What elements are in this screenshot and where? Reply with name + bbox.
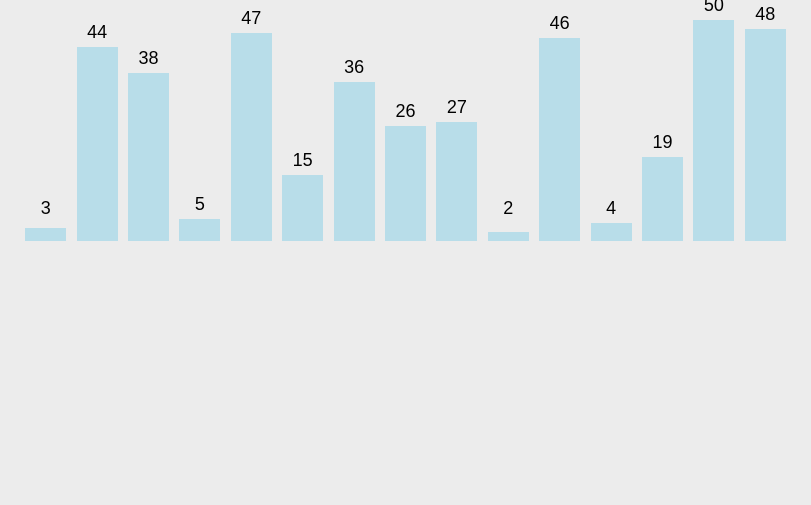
bar-slot: 15: [277, 20, 328, 241]
bar-slot: 47: [226, 20, 277, 241]
bar-slot: 38: [123, 20, 174, 241]
bar: [385, 126, 426, 241]
bar-value-label: 38: [123, 48, 174, 69]
chart-canvas: 34438547153626272464195048: [0, 0, 811, 505]
bar: [693, 20, 734, 241]
bar-value-label: 3: [20, 198, 71, 219]
bar-slot: 46: [534, 20, 585, 241]
bar-value-label: 27: [431, 97, 482, 118]
bar-value-label: 36: [328, 57, 379, 78]
bar-slot: 27: [431, 20, 482, 241]
bar-slot: 19: [637, 20, 688, 241]
bar: [77, 47, 118, 241]
bar-value-label: 44: [71, 22, 122, 43]
bar: [642, 157, 683, 241]
bar-slot: 26: [380, 20, 431, 241]
bar-slot: 3: [20, 20, 71, 241]
bar-value-label: 26: [380, 101, 431, 122]
bar-value-label: 4: [585, 198, 636, 219]
bar: [436, 122, 477, 241]
bar-slot: 50: [688, 20, 739, 241]
bar-slot: 5: [174, 20, 225, 241]
bar: [282, 175, 323, 241]
bar: [488, 232, 529, 241]
bar: [539, 38, 580, 241]
bar-value-label: 15: [277, 150, 328, 171]
bar-value-label: 48: [740, 4, 791, 25]
bar-value-label: 50: [688, 0, 739, 16]
bar-slot: 48: [740, 20, 791, 241]
bar: [231, 33, 272, 241]
bar: [179, 219, 220, 241]
bar-slot: 44: [71, 20, 122, 241]
bar: [128, 73, 169, 241]
bar-value-label: 5: [174, 194, 225, 215]
bar-value-label: 19: [637, 132, 688, 153]
bar: [591, 223, 632, 241]
bar: [25, 228, 66, 241]
bar-slot: 36: [328, 20, 379, 241]
bar-value-label: 47: [226, 8, 277, 29]
bar-value-label: 2: [483, 198, 534, 219]
bar-slot: 2: [483, 20, 534, 241]
bar-chart: 3 4438 54715 36 2627 2464 195048: [20, 20, 791, 241]
bar-slot: 4: [585, 20, 636, 241]
bar: [745, 29, 786, 241]
bar: [334, 82, 375, 241]
bar-value-label: 46: [534, 13, 585, 34]
